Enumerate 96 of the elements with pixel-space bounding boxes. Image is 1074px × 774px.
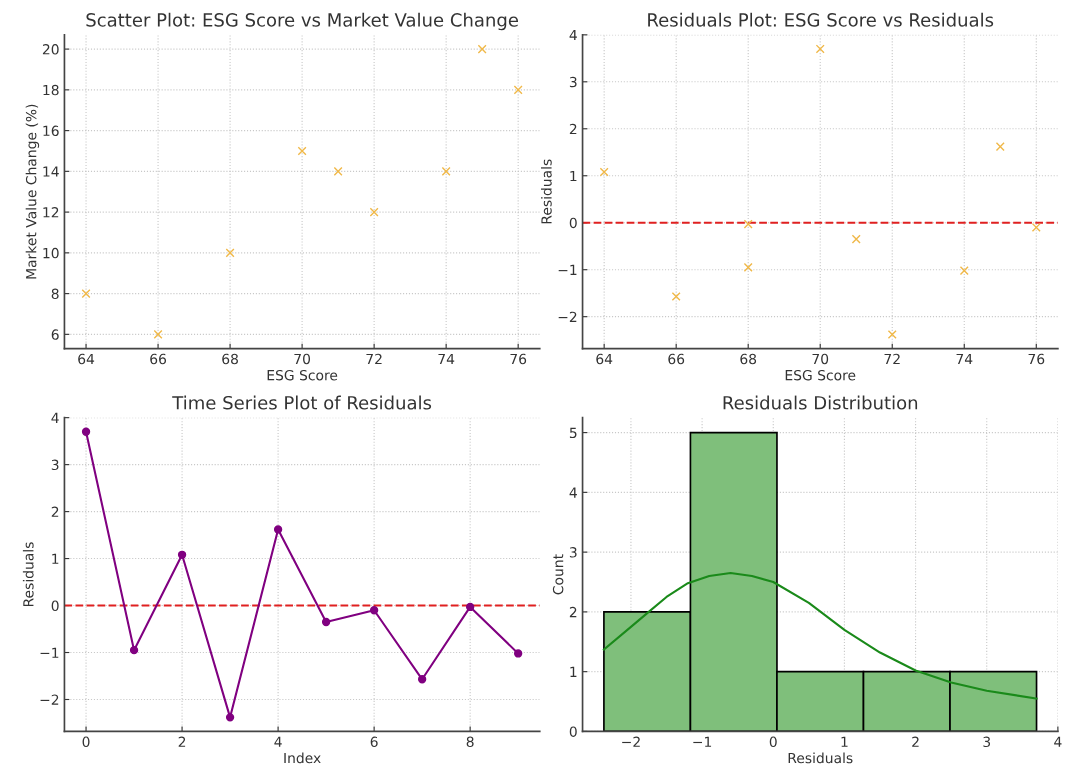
x-tick-label: 64: [596, 353, 613, 365]
point: [333, 166, 343, 176]
y-tick-label: 3: [51, 459, 59, 471]
y-tick-label: 4: [569, 487, 577, 498]
point: [465, 602, 475, 612]
y-axis-title: Market Value Change (%): [25, 104, 40, 279]
y-tick-label: 0: [569, 217, 577, 229]
x-tick-label: 8: [466, 736, 474, 748]
point: [369, 207, 379, 217]
point: [815, 44, 825, 54]
y-tick-label: −1: [558, 264, 577, 275]
x-tick-label: −1: [693, 736, 712, 747]
y-tick-label: 12: [43, 207, 59, 218]
x-tick-label: 76: [1028, 353, 1045, 365]
x-tick-label: 2: [178, 736, 186, 747]
x-tick-label: 72: [366, 353, 382, 365]
y-axis-title: Residuals: [541, 159, 552, 224]
x-tick-label: 68: [222, 353, 238, 365]
x-axis-title: ESG Score: [785, 369, 856, 381]
point: [177, 550, 187, 559]
y-tick-label: 18: [43, 84, 59, 96]
point: [599, 167, 609, 177]
point: [514, 649, 523, 658]
point: [887, 330, 897, 340]
x-tick-label: 4: [274, 736, 282, 747]
y-tick-label: 4: [569, 29, 577, 41]
y-tick-label: 1: [52, 553, 59, 564]
x-tick-label: 70: [294, 353, 311, 365]
point: [417, 675, 427, 684]
y-tick-label: 0: [51, 600, 59, 612]
chart-title: Residuals Plot: ESG Score vs Residuals: [648, 12, 994, 27]
y-tick-label: 1: [570, 666, 577, 677]
y-tick-label: 3: [569, 547, 577, 558]
y-tick-label: 2: [569, 606, 577, 618]
y-tick-label: 16: [43, 125, 59, 137]
point: [225, 248, 235, 258]
y-tick-label: 8: [51, 288, 59, 300]
x-tick-label: 70: [812, 353, 829, 365]
point: [129, 645, 139, 655]
point: [297, 146, 307, 156]
y-tick-label: 10: [43, 247, 59, 259]
point: [743, 262, 753, 272]
x-tick-label: 64: [78, 353, 95, 365]
point: [671, 291, 681, 301]
x-tick-label: 72: [884, 353, 900, 365]
y-tick-label: 0: [569, 726, 577, 737]
x-tick-label: 0: [769, 736, 777, 748]
point: [81, 289, 91, 299]
x-tick-label: 6: [370, 736, 378, 748]
x-tick-label: 3: [983, 736, 991, 748]
x-tick-label: 74: [438, 353, 455, 365]
point: [369, 606, 379, 615]
y-tick-label: −2: [558, 311, 577, 322]
y-tick-label: 5: [569, 427, 577, 439]
y-tick-label: 2: [51, 506, 59, 517]
y-axis-title: Residuals: [22, 542, 34, 607]
x-tick-label: 1: [841, 736, 848, 747]
point: [81, 427, 91, 436]
x-tick-label: 76: [510, 353, 527, 365]
x-tick-label: 74: [956, 353, 973, 365]
point: [273, 525, 283, 534]
x-tick-label: 2: [912, 736, 919, 747]
chart-title: Residuals Distribution: [723, 395, 918, 410]
point: [441, 166, 451, 176]
point: [321, 617, 331, 627]
y-tick-label: −2: [40, 694, 59, 705]
chart-title: Scatter Plot: ESG Score vs Market Value Change: [86, 12, 518, 31]
x-axis-title: Index: [284, 752, 321, 764]
y-tick-label: 6: [51, 329, 59, 340]
line-series: [602, 572, 1038, 700]
point: [225, 713, 235, 722]
x-axis-title: ESG Score: [267, 369, 338, 381]
y-tick-label: 14: [43, 166, 59, 177]
point: [513, 85, 523, 95]
y-tick-label: 20: [42, 44, 59, 55]
x-tick-label: 66: [668, 353, 685, 365]
point: [851, 234, 861, 244]
x-tick-label: 66: [150, 353, 167, 365]
x-tick-label: 4: [1054, 736, 1062, 747]
point: [959, 266, 969, 276]
y-tick-label: 2: [569, 123, 577, 135]
y-tick-label: 4: [51, 412, 59, 423]
x-tick-label: 68: [740, 353, 757, 365]
point: [1031, 222, 1041, 232]
y-tick-label: −1: [40, 647, 59, 658]
y-tick-label: 1: [570, 170, 577, 182]
x-tick-label: −2: [622, 736, 640, 747]
chart-title: Time Series Plot of Residuals: [172, 395, 432, 410]
x-axis-title: Residuals: [788, 752, 853, 764]
point: [153, 329, 163, 339]
x-tick-label: 0: [82, 736, 90, 748]
point: [477, 44, 487, 54]
point: [995, 142, 1005, 152]
y-axis-title: Count: [552, 554, 564, 595]
y-tick-label: 3: [569, 76, 577, 88]
point: [743, 219, 753, 229]
